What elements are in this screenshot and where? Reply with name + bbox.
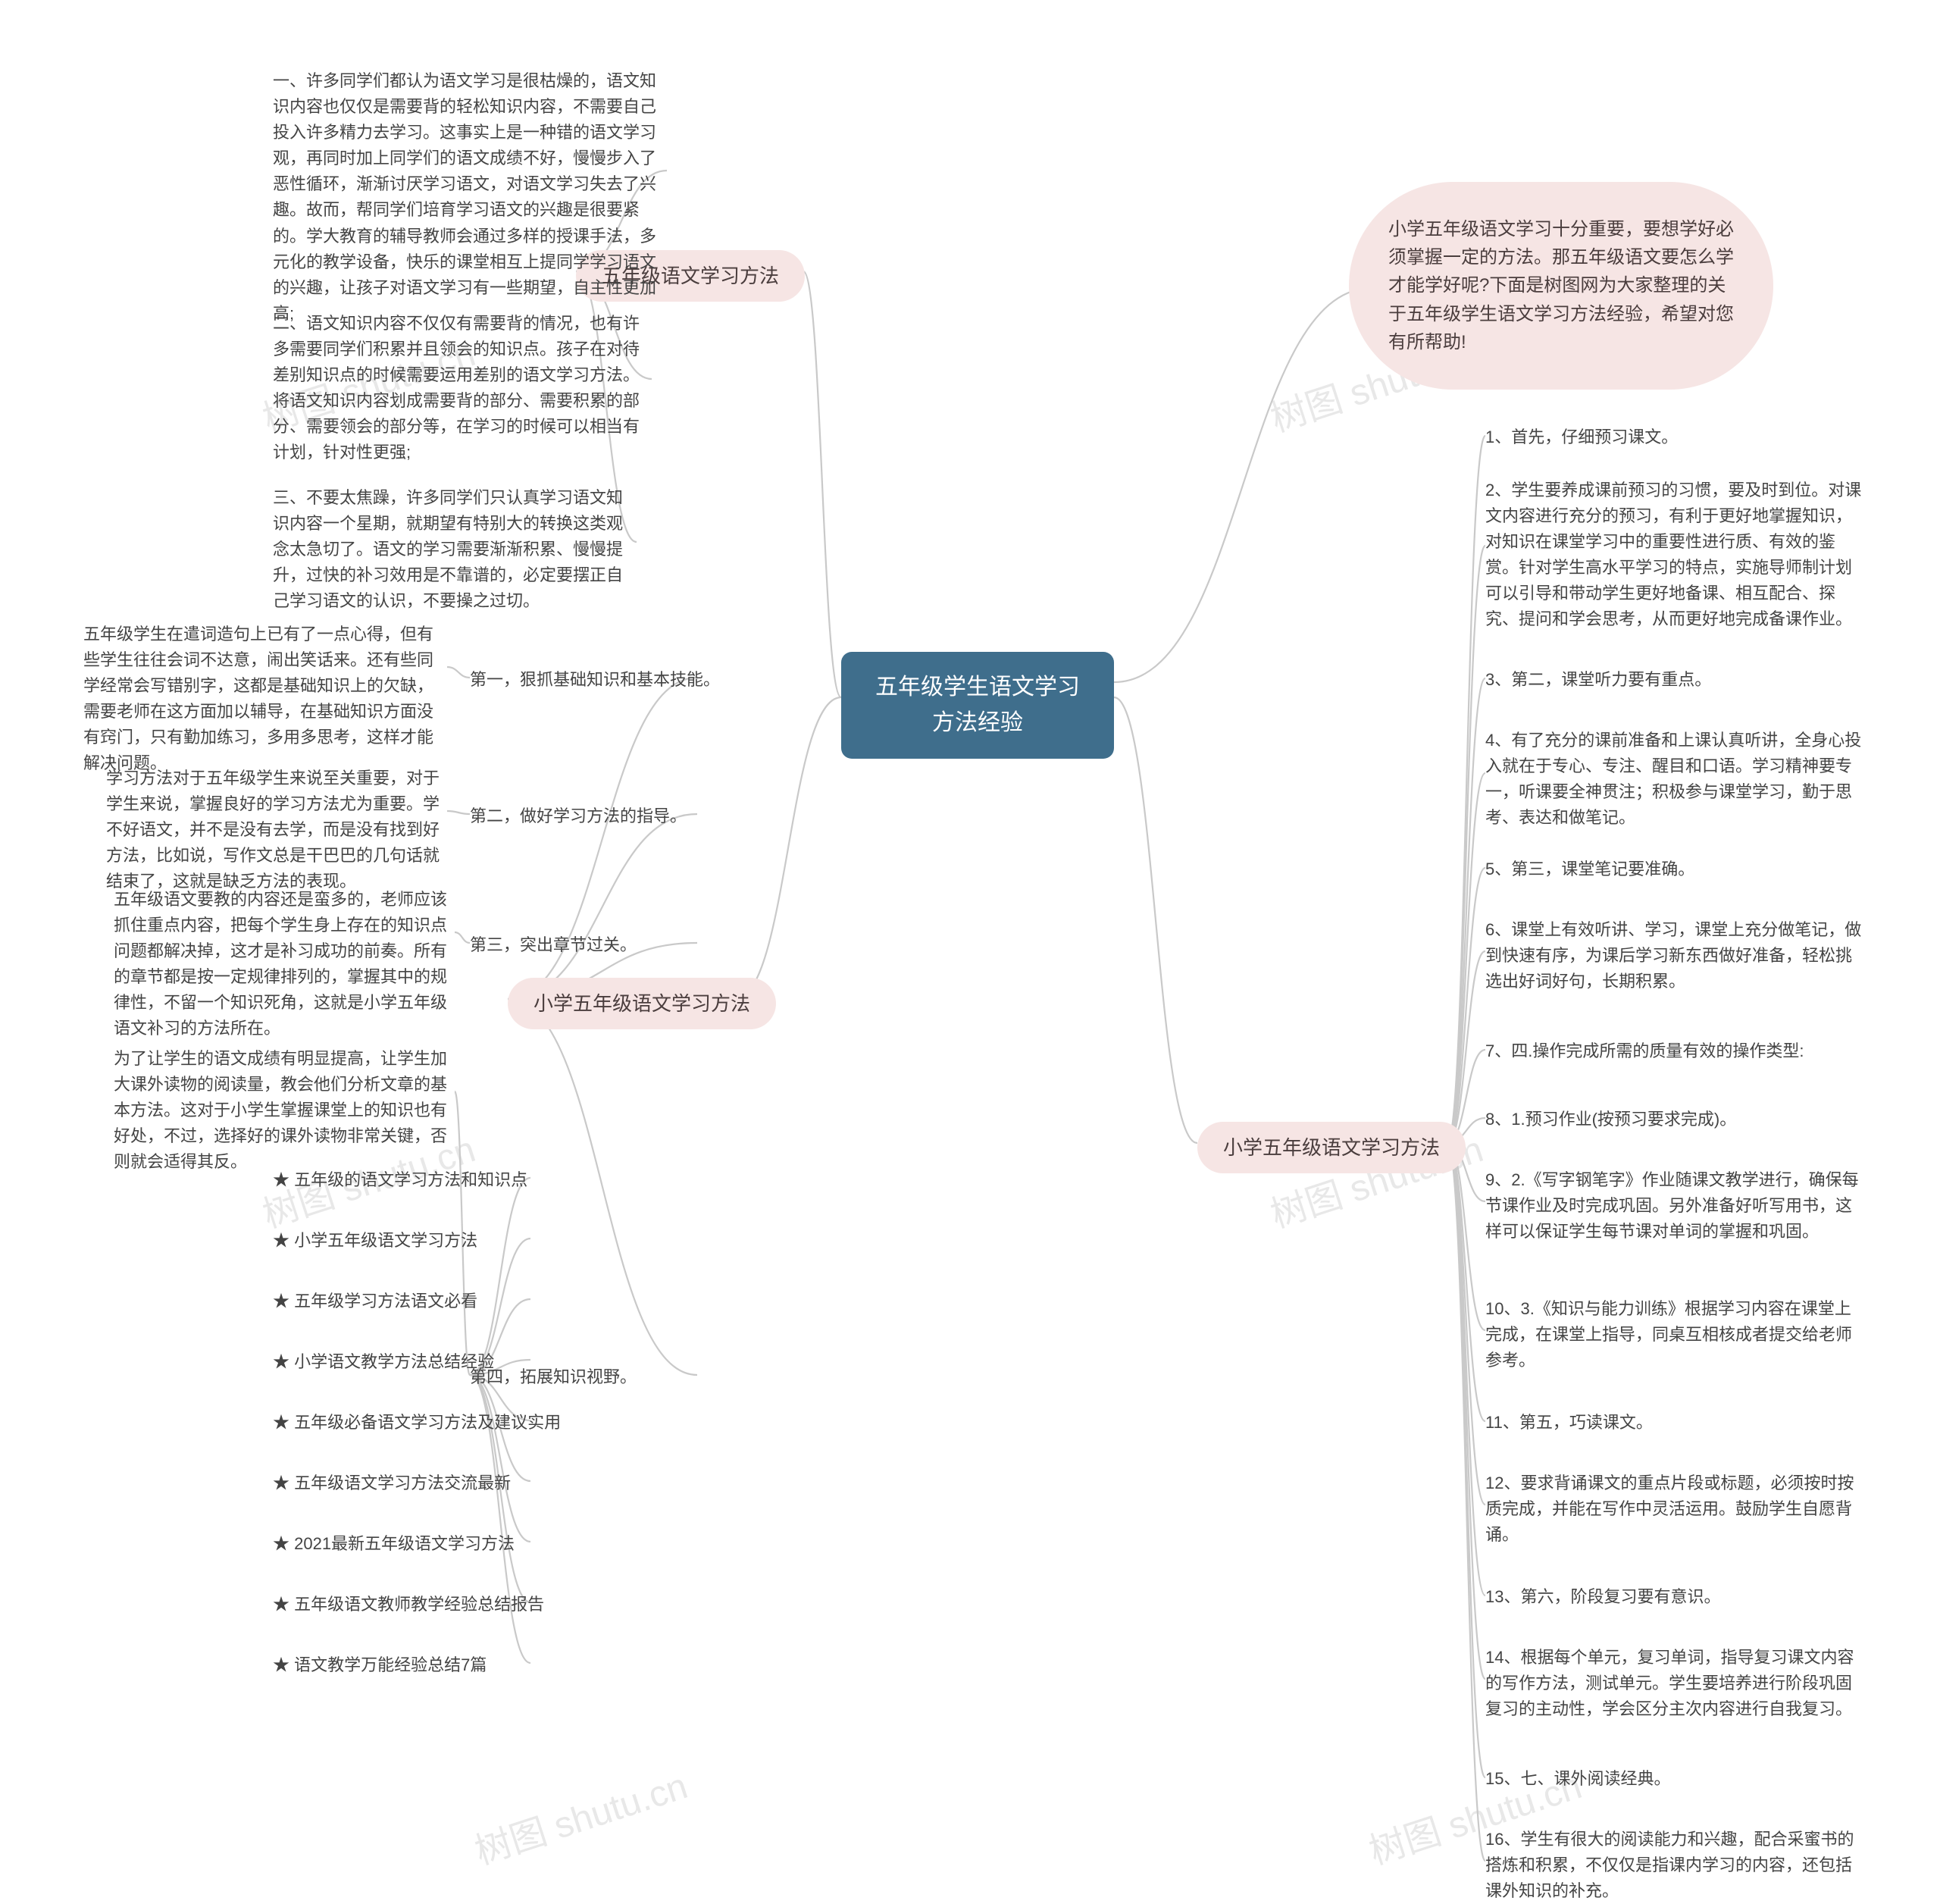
leaf-list-item: ★ 五年级必备语文学习方法及建议实用 (273, 1410, 561, 1436)
leaf-node: 13、第六，阶段复习要有意识。 (1485, 1584, 1720, 1610)
leaf-node: 9、2.《写字钢笔字》作业随课文教学进行，确保每节课作业及时完成巩固。另外准备好… (1485, 1167, 1864, 1245)
leaf-node: 11、第五，巧读课文。 (1485, 1410, 1653, 1436)
leaf-node: 二、语文知识内容不仅仅有需要背的情况，也有许多需要同学们积累并且领会的知识点。孩… (273, 311, 652, 466)
center-text: 五年级学生语文学习方法经验 (875, 675, 1080, 735)
branch-label[interactable]: 小学五年级语文学习方法 (1197, 1122, 1466, 1173)
leaf-sub: 五年级语文要教的内容还是蛮多的，老师应该抓住重点内容，把每个学生身上存在的知识点… (114, 887, 455, 1042)
leaf-node: 4、有了充分的课前准备和上课认真听讲，全身心投入就在于专心、专注、醒目和口语。学… (1485, 728, 1864, 831)
leaf-node: 12、要求背诵课文的重点片段或标题，必须按时按质完成，并能在写作中灵活运用。鼓励… (1485, 1470, 1864, 1548)
leaf-node: 6、课堂上有效听讲、学习，课堂上充分做笔记，做到快速有序，为课后学习新东西做好准… (1485, 917, 1864, 994)
leaf-list-item: ★ 小学语文教学方法总结经验 (273, 1349, 494, 1375)
leaf-sub: 五年级学生在遣词造句上已有了一点心得，但有些学生往往会词不达意，闹出笑话来。还有… (83, 622, 447, 777)
leaf-node: 一、许多同学们都认为语文学习是很枯燥的，语文知识内容也仅仅是需要背的轻松知识内容… (273, 68, 667, 327)
intro-text: 小学五年级语文学习十分重要，要想学好必须掌握一定的方法。那五年级语文要怎么学才能… (1388, 219, 1734, 352)
leaf-node: 3、第二，课堂听力要有重点。 (1485, 667, 1711, 693)
leaf-list-item: ★ 五年级语文教师教学经验总结报告 (273, 1592, 544, 1617)
leaf-node: 7、四.操作完成所需的质量有效的操作类型: (1485, 1038, 1804, 1064)
branch-label[interactable]: 小学五年级语文学习方法 (508, 978, 776, 1029)
leaf-node: 16、学生有很大的阅读能力和兴趣，配合采蜜书的搭炼和积累，不仅仅是指课内学习的内… (1485, 1827, 1864, 1904)
leaf-node: 5、第三，课堂笔记要准确。 (1485, 856, 1694, 882)
intro-node: 小学五年级语文学习十分重要，要想学好必须掌握一定的方法。那五年级语文要怎么学才能… (1349, 182, 1773, 390)
leaf-node: 第二，做好学习方法的指导。 (470, 803, 687, 829)
leaf-node: 10、3.《知识与能力训练》根据学习内容在课堂上完成，在课堂上指导，同桌互相核成… (1485, 1296, 1864, 1373)
leaf-sub: 为了让学生的语文成绩有明显提高，让学生加大课外读物的阅读量，教会他们分析文章的基… (114, 1046, 455, 1175)
leaf-node: 第四，拓展知识视野。 (470, 1364, 637, 1390)
leaf-node: 14、根据每个单元，复习单词，指导复习课文内容的写作方法，测试单元。学生要培养进… (1485, 1645, 1864, 1722)
leaf-list-item: ★ 五年级的语文学习方法和知识点 (273, 1167, 527, 1193)
leaf-node: 2、学生要养成课前预习的习惯，要及时到位。对课文内容进行充分的预习，有利于更好地… (1485, 478, 1864, 633)
leaf-node: 第三，突出章节过关。 (470, 932, 637, 958)
leaf-list-item: ★ 2021最新五年级语文学习方法 (273, 1531, 515, 1557)
center-node[interactable]: 五年级学生语文学习方法经验 (841, 652, 1114, 759)
leaf-sub: 学习方法对于五年级学生来说至关重要，对于学生来说，掌握良好的学习方法尤为重要。学… (106, 766, 447, 894)
leaf-node: 15、七、课外阅读经典。 (1485, 1766, 1670, 1792)
leaf-node: 1、首先，仔细预习课文。 (1485, 424, 1678, 450)
leaf-node: 第一，狠抓基础知识和基本技能。 (470, 667, 720, 693)
watermark: 树图 shutu.cn (467, 1756, 693, 1874)
leaf-list-item: ★ 语文教学万能经验总结7篇 (273, 1652, 487, 1678)
leaf-list-item: ★ 五年级语文学习方法交流最新 (273, 1470, 511, 1496)
leaf-list-item: ★ 小学五年级语文学习方法 (273, 1228, 477, 1254)
leaf-node: 8、1.预习作业(按预习要求完成)。 (1485, 1107, 1736, 1132)
leaf-list-item: ★ 五年级学习方法语文必看 (273, 1289, 477, 1314)
leaf-node: 三、不要太焦躁，许多同学们只认真学习语文知识内容一个星期，就期望有特别大的转换这… (273, 485, 637, 614)
